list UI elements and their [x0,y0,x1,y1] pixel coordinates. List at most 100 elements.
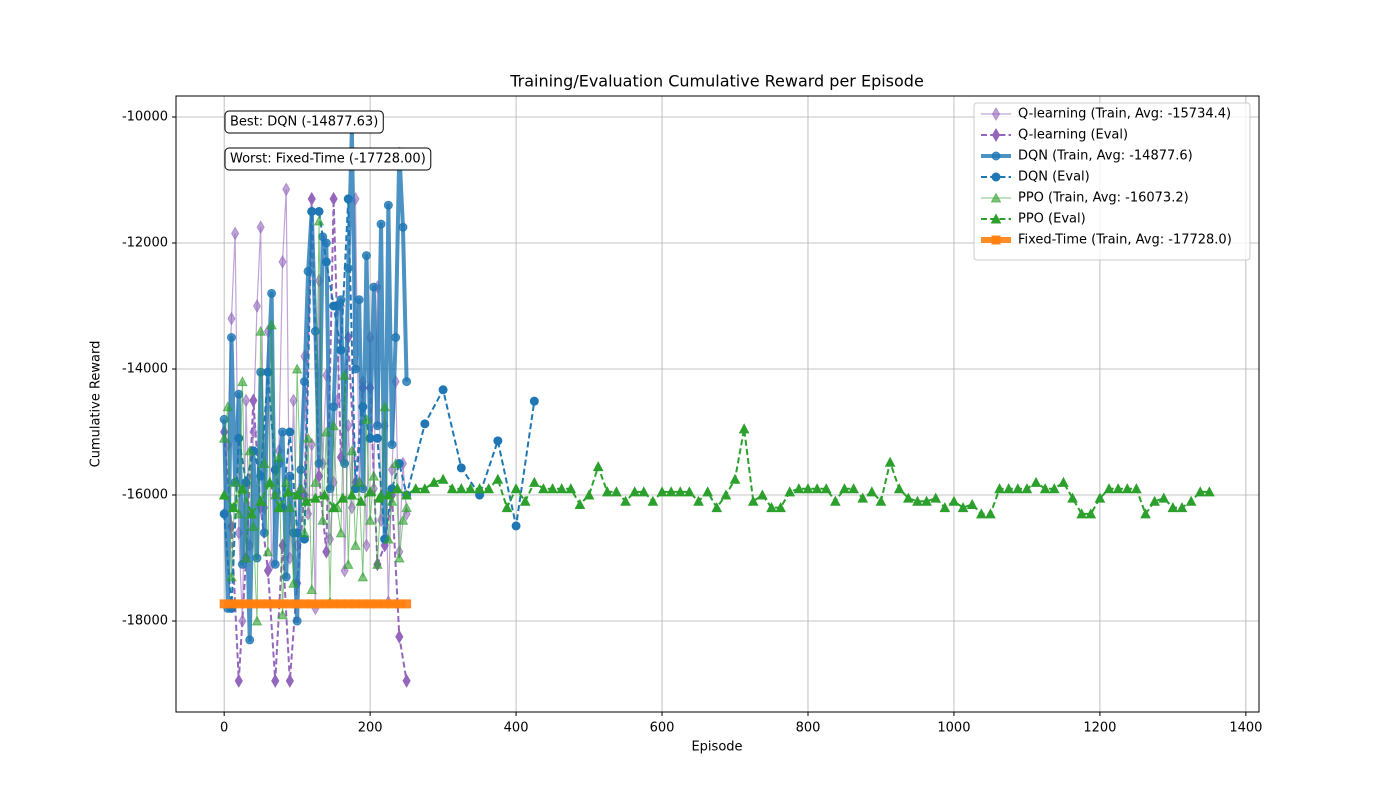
marker [693,495,704,506]
marker [528,476,540,487]
marker [233,508,245,519]
y-tick-label: -18000 [122,614,168,629]
marker [1204,486,1215,497]
legend: Q-learning (Train, Avg: -15734.4) Q-learn… [973,102,1251,261]
marker [665,486,677,497]
marker [711,502,723,513]
x-tick-label: 400 [504,721,529,736]
marker [369,282,379,292]
marker [256,220,265,235]
marker [335,527,347,538]
marker [329,301,339,311]
marker [556,483,568,494]
marker [289,393,298,408]
marker [299,527,310,538]
marker [1149,495,1160,506]
marker [456,483,467,494]
marker [419,483,431,494]
marker [387,440,397,450]
marker [310,476,321,487]
marker [246,508,257,519]
marker [248,520,259,532]
marker [729,473,741,484]
marker [372,433,382,443]
marker [1194,486,1206,497]
marker [273,451,285,462]
marker [912,495,923,506]
marker [291,489,303,500]
marker [1140,508,1151,519]
marker [277,609,288,620]
marker [249,393,258,408]
marker [340,459,350,469]
marker [501,502,513,513]
marker [620,495,631,506]
marker [262,546,274,557]
marker [346,489,358,500]
plot-area [218,125,1215,688]
marker [339,369,350,380]
marker [420,419,430,429]
marker [314,459,324,469]
marker [252,299,262,313]
marker [227,311,236,326]
marker [402,599,412,609]
marker [361,251,371,261]
series [219,599,412,609]
marker [1039,483,1051,494]
marker [565,483,577,494]
marker [292,528,302,538]
marker [766,502,777,513]
marker [310,326,320,336]
marker [830,495,841,506]
marker [302,432,314,443]
marker [229,476,241,487]
marker [884,456,896,467]
marker [893,483,905,494]
marker [1176,502,1188,513]
marker [383,533,394,544]
x-tick-label: 200 [358,721,383,736]
marker [1048,483,1060,494]
legend-box [973,102,1251,261]
marker [263,367,273,377]
marker [583,489,595,500]
marker [1158,492,1170,503]
marker [656,486,668,497]
marker [402,673,411,688]
marker [285,427,295,437]
marker [337,492,349,503]
legend-label: DQN (Eval) [1018,170,1090,185]
marker [245,635,255,645]
marker [218,432,230,443]
x-tick-label: 800 [796,721,821,736]
marker [848,483,859,494]
marker [1094,492,1106,503]
legend-label: PPO (Eval) [1018,212,1086,227]
marker [234,433,244,443]
marker [218,489,230,500]
y-tick-label: -10000 [122,109,168,124]
marker [226,571,237,582]
marker [329,402,339,412]
marker [592,461,604,472]
marker [638,486,650,497]
marker [314,469,324,484]
legend-label: Q-learning (Train, Avg: -15734.4) [1018,107,1231,122]
marker [921,495,932,506]
marker [280,476,292,487]
y-tick-label: -12000 [122,235,168,250]
marker [1012,483,1024,494]
marker [839,483,850,494]
marker [511,521,521,531]
marker [611,486,622,497]
annotation-box [224,110,384,134]
legend-label: PPO (Train, Avg: -16073.2) [1018,191,1189,206]
marker [313,215,325,226]
marker [358,402,368,412]
marker [492,473,504,484]
marker [314,206,324,216]
marker [1067,492,1078,503]
x-tick-label: 1000 [937,721,970,736]
marker [319,489,330,500]
